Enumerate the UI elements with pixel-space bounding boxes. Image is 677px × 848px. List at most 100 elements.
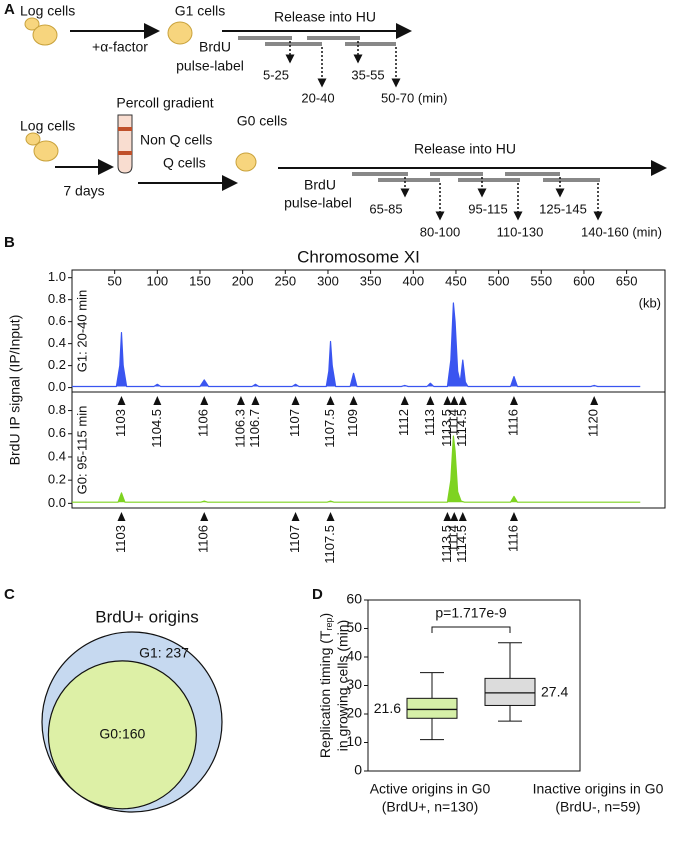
box xyxy=(406,697,458,719)
x-axis-unit: (kb) xyxy=(639,295,661,310)
band xyxy=(118,127,132,131)
band xyxy=(118,151,132,155)
pulse-label: pulse-label xyxy=(176,58,244,74)
set-label: G1: 237 xyxy=(139,645,189,661)
origin-label: 1120 xyxy=(586,409,601,437)
panel-letter: B xyxy=(4,234,15,251)
x-tick-label: 500 xyxy=(488,273,510,288)
time-window: 20-40 xyxy=(301,90,334,105)
set-label: G0:160 xyxy=(99,726,145,742)
venn-set xyxy=(47,660,197,810)
x-tick-label: 50 xyxy=(107,273,121,288)
pulse-label: pulse-label xyxy=(284,195,352,211)
time-window: 140-160 (min) xyxy=(581,224,662,239)
origin-marker xyxy=(291,396,300,405)
origin-label: 1106 xyxy=(196,409,211,437)
origin-marker xyxy=(200,396,209,405)
origin-marker xyxy=(590,396,599,405)
chart-title: BrdU+ origins xyxy=(95,607,198,626)
arrested-label: G1 cells xyxy=(175,3,226,19)
fraction-label: Non Q cells xyxy=(140,132,212,148)
origin-label: 1114.5 xyxy=(454,525,469,563)
duration: 7 days xyxy=(63,183,104,199)
median-label: 21.6 xyxy=(374,700,401,716)
time-window: 125-145 xyxy=(539,201,587,216)
origin-label: 1107 xyxy=(287,409,302,437)
x-tick-label: 100 xyxy=(146,273,168,288)
row-start: Log cells xyxy=(20,118,75,134)
y-tick-label: 60 xyxy=(346,591,362,607)
y-tick-label: 50 xyxy=(346,619,362,635)
origin-marker xyxy=(153,396,162,405)
x-tick-label: 550 xyxy=(530,273,552,288)
y-tick-label: 10 xyxy=(346,733,362,749)
panel-letter: D xyxy=(312,586,323,603)
y-tick-label: 0.0 xyxy=(48,495,66,510)
series-label: G0: 95-115 min xyxy=(74,406,89,495)
tube xyxy=(117,114,133,174)
x-tick-label: 600 xyxy=(573,273,595,288)
x-tick-label: 350 xyxy=(360,273,382,288)
origin-label: 1114 xyxy=(446,525,461,552)
panel-letter: C xyxy=(4,586,15,603)
origin-label: 1106 xyxy=(196,525,211,553)
x-tick-label: 400 xyxy=(402,273,424,288)
time-window: 5-25 xyxy=(263,67,289,82)
series-label: G1: 20-40 min xyxy=(74,290,89,372)
category-note: (BrdU-, n=59) xyxy=(555,799,640,815)
origin-label: 1116 xyxy=(505,525,520,552)
origin-label: 1106.7 xyxy=(247,409,262,448)
y-tick-label: 0.4 xyxy=(48,335,66,350)
y-axis-label-subscript: rep xyxy=(324,618,334,631)
origin-marker xyxy=(443,396,452,405)
origin-label: 1103 xyxy=(113,525,128,553)
y-tick-label: 0 xyxy=(354,762,362,778)
category-label: Inactive origins in G0 xyxy=(533,781,664,797)
origin-marker xyxy=(450,512,459,521)
pulse-label: BrdU xyxy=(199,39,231,55)
origin-label: 1107.5 xyxy=(322,525,337,564)
median-label: 27.4 xyxy=(541,684,568,700)
x-tick-label: 450 xyxy=(445,273,467,288)
y-axis-label: in growing cells (min) xyxy=(335,620,351,751)
origin-marker xyxy=(251,396,260,405)
origin-marker xyxy=(236,396,245,405)
origin-label: 1114.5 xyxy=(454,409,469,447)
panel-letter: A xyxy=(4,1,15,18)
release-label: Release into HU xyxy=(274,9,376,25)
origin-marker xyxy=(426,396,435,405)
y-tick-label: 1.0 xyxy=(48,269,66,284)
significance-bracket xyxy=(431,626,511,633)
origin-marker xyxy=(117,396,126,405)
origin-marker xyxy=(200,512,209,521)
signal-trace xyxy=(72,435,641,503)
treatment: +α-factor xyxy=(92,39,148,55)
release-label: Release into HU xyxy=(414,141,516,157)
origin-marker xyxy=(349,396,358,405)
category-note: (BrdU+, n=130) xyxy=(382,799,479,815)
signal-trace xyxy=(72,302,641,388)
y-tick-label: 30 xyxy=(346,676,362,692)
origin-label: 1103 xyxy=(113,409,128,437)
g1-row: Log cells +α-factor G1 cells Release int… xyxy=(20,3,447,106)
y-tick-label: 40 xyxy=(346,648,362,664)
x-tick-label: 300 xyxy=(317,273,339,288)
origin-label: 1116 xyxy=(505,409,520,436)
fraction-label: Q cells xyxy=(163,155,206,171)
y-axis-label: Replication timing (Trep) xyxy=(317,613,335,758)
p-value: p=1.717e-9 xyxy=(435,605,506,621)
y-tick-label: 0.2 xyxy=(48,357,66,372)
origin-marker xyxy=(117,512,126,521)
y-tick-label: 0.2 xyxy=(48,472,66,487)
cell xyxy=(33,140,59,162)
plot-frame xyxy=(71,391,666,509)
y-tick-label: 0.4 xyxy=(48,448,66,463)
origin-label: 1113.5 xyxy=(439,525,454,563)
origin-marker xyxy=(450,396,459,405)
y-axis-label: BrdU IP signal (IP/Input) xyxy=(7,315,23,466)
x-tick-label: 650 xyxy=(616,273,638,288)
arrested-label: G0 cells xyxy=(237,113,288,129)
origin-marker xyxy=(458,396,467,405)
